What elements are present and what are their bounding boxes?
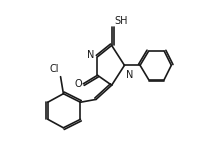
Text: N: N bbox=[126, 70, 133, 80]
Text: N: N bbox=[86, 50, 94, 60]
Text: Cl: Cl bbox=[50, 64, 59, 74]
Text: SH: SH bbox=[114, 16, 128, 26]
Text: O: O bbox=[74, 79, 82, 89]
